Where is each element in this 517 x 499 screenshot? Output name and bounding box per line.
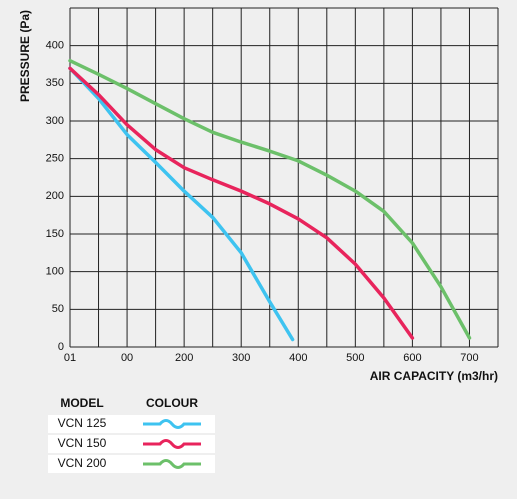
y-tick-label: 100 (46, 266, 64, 278)
series-line (68, 66, 295, 342)
x-tick-label: 400 (289, 352, 307, 364)
y-tick-label: 400 (46, 40, 64, 52)
legend-label: VCN 125 (58, 416, 107, 430)
legend-swatch (143, 459, 201, 469)
y-axis-label: PRESSURE (Pa) (18, 10, 32, 102)
x-tick-label: 600 (403, 352, 421, 364)
x-tick-label: 00 (121, 352, 133, 364)
legend-row (48, 415, 215, 433)
y-tick-label: 350 (46, 77, 64, 89)
legend-header: MODEL (60, 396, 103, 410)
y-tick-label: 50 (52, 303, 64, 315)
y-tick-label: 150 (46, 228, 64, 240)
y-tick-label: 300 (46, 115, 64, 127)
legend-header: COLOUR (146, 396, 198, 410)
y-tick-label: 250 (46, 153, 64, 165)
x-tick-label: 01 (64, 352, 76, 364)
x-tick-label: 500 (346, 352, 364, 364)
legend-row (48, 435, 215, 453)
legend-swatch (143, 419, 201, 429)
y-tick-label: 0 (58, 341, 64, 353)
legend-label: VCN 150 (58, 436, 107, 450)
y-tick-label: 200 (46, 190, 64, 202)
x-tick-label: 300 (232, 352, 250, 364)
legend-row (48, 455, 215, 473)
legend-swatch (143, 439, 201, 449)
x-tick-label: 200 (175, 352, 193, 364)
series-line (68, 66, 415, 340)
x-tick-label: 700 (460, 352, 478, 364)
x-axis-label: AIR CAPACITY (m3/hr) (370, 369, 498, 383)
legend-label: VCN 200 (58, 456, 107, 470)
series-line (68, 58, 472, 340)
